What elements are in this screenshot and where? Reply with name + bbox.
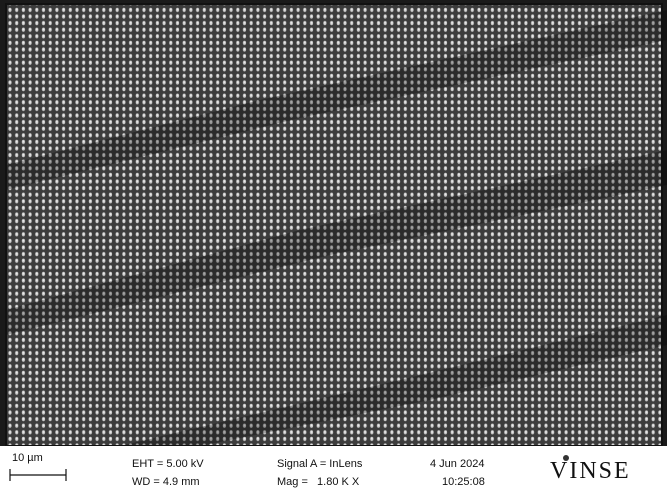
sem-image [0, 0, 667, 446]
time: 10:25:08 [442, 476, 485, 488]
sem-screenshot: 10 µm EHT = 5.00 kV WD = 4.9 mm Signal A… [0, 0, 667, 494]
signal: Signal A = InLens [277, 458, 362, 470]
logo: VINSE [550, 458, 631, 485]
working-distance: WD = 4.9 mm [132, 476, 200, 488]
eht: EHT = 5.00 kV [132, 458, 204, 470]
date: 4 Jun 2024 [430, 458, 484, 470]
magnification: Mag = 1.80 K X [277, 476, 359, 488]
scale-bar-label: 10 µm [12, 452, 43, 464]
